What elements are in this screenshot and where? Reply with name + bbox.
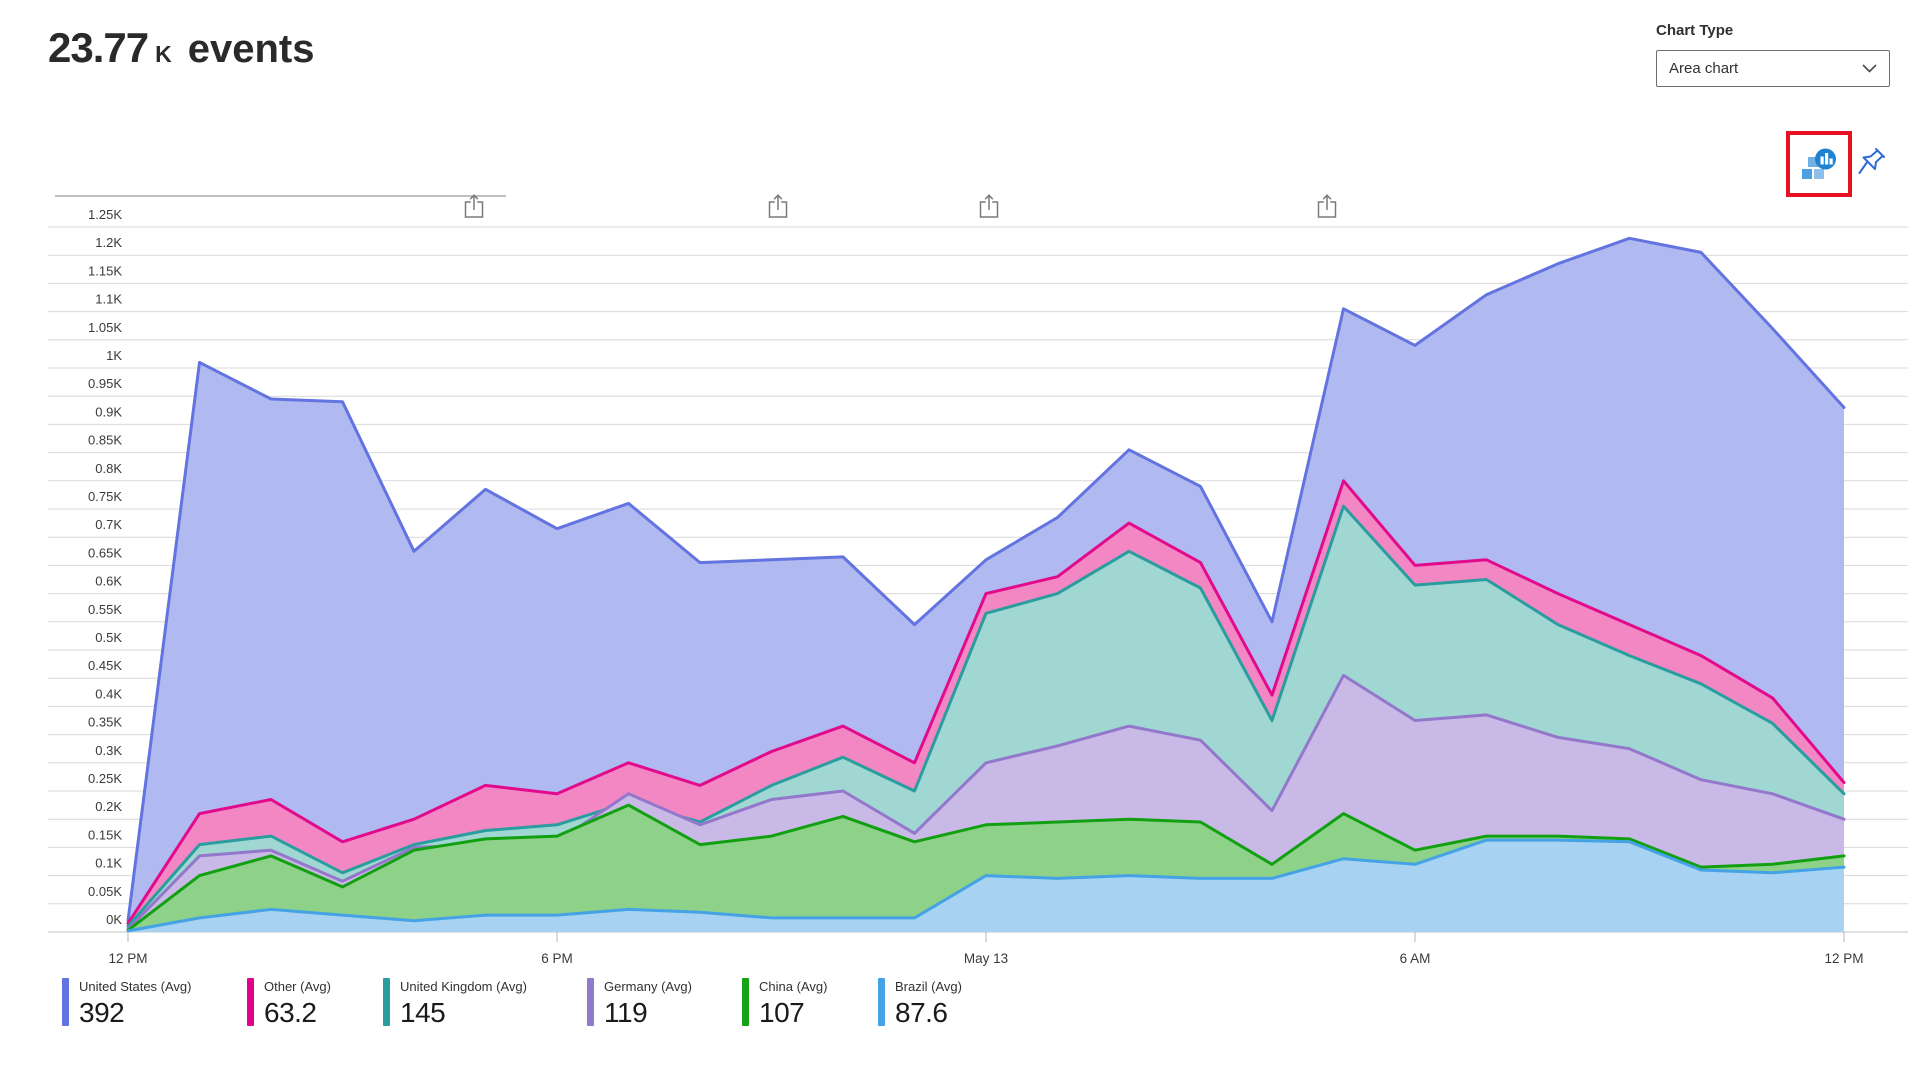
chart-type-control: Chart Type Area chart (1656, 22, 1890, 87)
legend-value: 107 (759, 997, 805, 1028)
legend-label: China (Avg) (759, 979, 828, 994)
pin-icon (1858, 148, 1885, 174)
y-tick-label: 0.95K (88, 376, 122, 391)
legend-swatch (247, 978, 254, 1026)
legend-value: 145 (400, 997, 446, 1028)
y-tick-label: 0.7K (95, 517, 122, 532)
y-tick-label: 0.9K (95, 404, 122, 419)
y-tick-label: 0.85K (88, 433, 122, 448)
y-axis-labels: 0K 0.05K 0.1K 0.15K 0.2K 0.25K 0.3K 0.35K 0.4K 0.… (88, 207, 122, 927)
chart-type-label: Chart Type (1656, 22, 1734, 39)
metric-unit: K (155, 41, 172, 67)
y-tick-label: 1.05K (88, 320, 122, 335)
line-china (126, 803, 1846, 932)
legend-item-other[interactable]: Other (Avg) 63.2 (247, 978, 383, 1029)
y-tick-label: 0.05K (88, 884, 122, 899)
metrics-chart-button[interactable] (1786, 131, 1852, 197)
y-tick-label: 1.25K (88, 207, 122, 222)
legend-label: United Kingdom (Avg) (400, 979, 527, 994)
y-tick-label: 1K (106, 348, 122, 363)
line-united-kingdom (126, 504, 1846, 928)
legend-label: United States (Avg) (79, 979, 192, 994)
x-tick-label: May 13 (964, 951, 1008, 966)
metric-value: 23.77 (48, 24, 149, 71)
chart-type-selected-value: Area chart (1669, 60, 1739, 77)
legend-label: Germany (Avg) (604, 979, 692, 994)
x-axis-labels: 12 PM 6 PM May 13 6 AM 12 PM (108, 932, 1864, 966)
legend-item-brazil[interactable]: Brazil (Avg) 87.6 (878, 978, 962, 1029)
y-tick-label: 0.65K (88, 545, 122, 560)
y-tick-label: 0.15K (88, 827, 122, 842)
share-export-icon[interactable] (979, 194, 999, 218)
x-tick-label: 12 PM (108, 951, 147, 966)
share-export-icon[interactable] (464, 194, 484, 218)
legend-swatch (383, 978, 390, 1026)
legend-swatch (62, 978, 69, 1026)
y-tick-label: 0K (106, 912, 122, 927)
x-tick-label: 6 PM (541, 951, 573, 966)
y-tick-label: 1.15K (88, 263, 122, 278)
legend-label: Other (Avg) (264, 979, 331, 994)
legend-item-germany[interactable]: Germany (Avg) 119 (587, 978, 742, 1029)
y-tick-label: 0.35K (88, 715, 122, 730)
legend-swatch (742, 978, 749, 1026)
y-tick-label: 0.55K (88, 602, 122, 617)
y-tick-label: 0.2K (95, 799, 122, 814)
legend-item-united-states[interactable]: United States (Avg) 392 (62, 978, 247, 1029)
y-tick-label: 0.3K (95, 743, 122, 758)
legend-swatch (878, 978, 885, 1026)
area-brazil (128, 840, 1844, 932)
line-germany (126, 673, 1846, 931)
x-tick-label: 6 AM (1400, 951, 1431, 966)
y-tick-label: 1.2K (95, 235, 122, 250)
legend-item-china[interactable]: China (Avg) 107 (742, 978, 878, 1029)
y-tick-label: 0.6K (95, 574, 122, 589)
line-brazil (126, 838, 1846, 933)
y-tick-label: 0.75K (88, 489, 122, 504)
line-united-states (126, 236, 1846, 923)
y-tick-label: 0.4K (95, 686, 122, 701)
legend-value: 63.2 (264, 997, 317, 1028)
line-other (126, 479, 1846, 925)
y-tick-label: 0.8K (95, 461, 122, 476)
legend-value: 87.6 (895, 997, 948, 1028)
area-chart: 0K 0.05K 0.1K 0.15K 0.2K 0.25K 0.3K 0.35K 0.4K 0.… (48, 194, 1908, 966)
metric-name: events (187, 27, 315, 71)
share-export-icon[interactable] (768, 194, 788, 218)
chevron-down-icon (1862, 64, 1877, 73)
legend-item-united-kingdom[interactable]: United Kingdom (Avg) 145 (383, 978, 587, 1029)
legend-value: 119 (604, 997, 648, 1028)
chart-type-dropdown[interactable]: Area chart (1656, 50, 1890, 87)
legend-label: Brazil (Avg) (895, 979, 962, 994)
chart-legend: United States (Avg) 392 Other (Avg) 63.2 Uni… (62, 978, 962, 1029)
y-tick-label: 1.1K (95, 292, 122, 307)
y-tick-label: 0.45K (88, 658, 122, 673)
legend-swatch (587, 978, 594, 1026)
x-tick-label: 12 PM (1824, 951, 1863, 966)
legend-value: 392 (79, 997, 125, 1028)
y-tick-label: 0.25K (88, 771, 122, 786)
y-tick-label: 0.1K (95, 856, 122, 871)
metrics-chart-icon (1802, 148, 1836, 179)
share-export-icon[interactable] (1317, 194, 1337, 218)
y-tick-label: 0.5K (95, 630, 122, 645)
pin-button[interactable] (1856, 146, 1890, 180)
